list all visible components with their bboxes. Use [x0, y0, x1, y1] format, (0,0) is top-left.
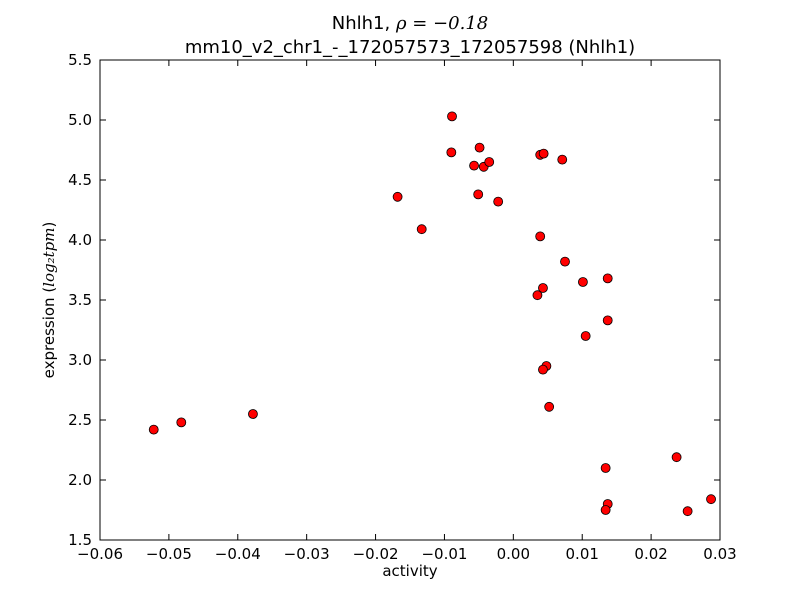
x-tick-label: −0.04: [215, 545, 261, 563]
data-point: [532, 290, 543, 301]
y-tick-label: 4.0: [68, 231, 92, 249]
data-point: [602, 273, 613, 284]
data-point: [580, 331, 591, 341]
data-point: [474, 142, 485, 153]
x-tick-label: −0.01: [421, 545, 467, 563]
data-point: [538, 283, 548, 293]
data-point: [682, 506, 693, 517]
data-point: [392, 191, 403, 202]
x-tick-label: −0.06: [77, 545, 123, 563]
data-point: [469, 160, 479, 171]
data-point: [416, 224, 427, 235]
y-tick-label: 2.5: [68, 411, 92, 429]
data-point: [706, 494, 716, 505]
data-point: [600, 505, 611, 515]
y-axis-label-prefix: expression (: [40, 287, 58, 379]
chart-subtitle: mm10_v2_chr1_-_172057573_172057598 (Nhlh…: [185, 37, 635, 58]
data-point: [557, 154, 568, 165]
x-tick-label: −0.03: [284, 545, 330, 563]
data-point: [671, 452, 682, 463]
axis-ticks: −0.06 −0.05 −0.04 −0.03 −0.02 −0.01 0.00 0.01 0.…: [68, 51, 737, 563]
y-tick-label: 5.5: [68, 51, 92, 69]
x-tick-label: 0.01: [566, 545, 599, 563]
y-tick-label: 3.0: [68, 351, 92, 369]
y-axis-label: expression (log₂tpm): [40, 222, 58, 379]
data-point: [602, 315, 613, 326]
y-tick-label: 3.5: [68, 291, 92, 309]
data-point: [560, 256, 570, 267]
x-tick-label: 0.03: [703, 545, 736, 563]
x-tick-label: −0.02: [353, 545, 399, 563]
data-point: [538, 148, 549, 159]
y-tick-label: 1.5: [68, 531, 92, 549]
data-point: [176, 417, 187, 428]
data-point: [447, 111, 457, 122]
x-axis-label: activity: [382, 562, 437, 580]
data-point: [544, 401, 555, 412]
chart-title-text: Nhlh1,: [332, 13, 396, 34]
chart-title: Nhlh1, ρ = −0.18: [332, 13, 488, 34]
data-point: [578, 277, 588, 287]
data-point: [535, 231, 546, 242]
chart-title-math: ρ = −0.18: [395, 13, 488, 34]
data-point: [600, 463, 611, 473]
data-point: [148, 424, 159, 435]
y-axis-label-suffix: ): [40, 222, 58, 228]
y-tick-label: 5.0: [68, 111, 92, 129]
x-tick-label: −0.05: [146, 545, 192, 563]
x-tick-label: 0.00: [497, 545, 530, 563]
data-point: [538, 364, 548, 375]
data-point: [493, 196, 504, 207]
y-tick-label: 2.0: [68, 471, 92, 489]
data-point: [473, 189, 484, 200]
data-point: [446, 147, 457, 158]
x-tick-label: 0.02: [634, 545, 667, 563]
data-point: [484, 157, 495, 167]
plot-area-frame: [99, 59, 721, 541]
data-point: [248, 409, 258, 419]
data-points: [148, 111, 716, 517]
y-axis-label-math: log₂tpm: [40, 228, 58, 287]
y-tick-label: 4.5: [68, 171, 92, 189]
